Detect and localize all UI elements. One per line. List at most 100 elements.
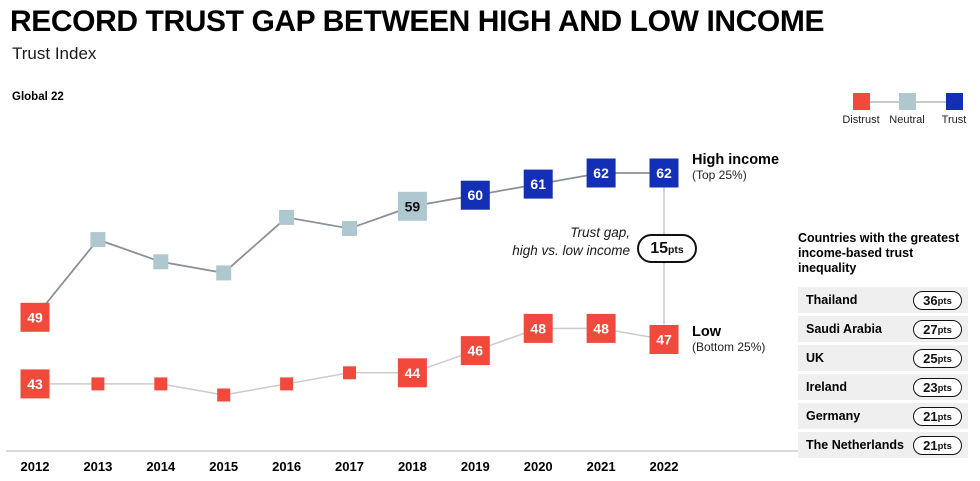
data-point-value: 47	[656, 332, 672, 348]
data-point-value: 46	[468, 343, 484, 359]
trust-gap-annotation: Trust gap, high vs. low income	[480, 224, 630, 260]
data-point-marker	[90, 232, 106, 248]
legend-label: Trust	[941, 114, 967, 126]
country-name: Germany	[806, 409, 861, 423]
data-point-value: 43	[27, 376, 43, 392]
x-axis-label: 2015	[209, 459, 238, 474]
data-point-marker	[342, 221, 357, 236]
series-line-low	[35, 327, 665, 396]
data-point-marker	[343, 366, 356, 380]
data-point-marker	[523, 313, 553, 343]
data-point-value: 59	[405, 198, 421, 214]
points-value: 25	[923, 350, 938, 366]
data-point-marker	[216, 265, 232, 281]
trust-gap-annotation-line1: Trust gap,	[570, 225, 630, 240]
data-point-marker	[217, 388, 231, 402]
trust-gap-value-badge: 15 pts	[637, 234, 697, 263]
table-row: Ireland 23 pts	[798, 374, 968, 400]
data-point-value: 60	[468, 187, 484, 203]
panel-title: Countries with the greatest income-based…	[798, 231, 968, 276]
data-point-value: 49	[27, 309, 43, 325]
points-badge: 23 pts	[913, 377, 962, 397]
points-unit: pts	[937, 411, 952, 423]
trust-gap-unit: pts	[668, 244, 684, 256]
points-unit: pts	[937, 324, 952, 336]
x-axis-label: 2022	[650, 459, 679, 474]
legend: Distrust Neutral Trust	[842, 88, 970, 128]
table-row: Saudi Arabia 27 pts	[798, 316, 968, 342]
points-value: 23	[923, 379, 938, 395]
x-axis-label: 2013	[83, 459, 112, 474]
points-unit: pts	[937, 382, 952, 394]
country-name: Saudi Arabia	[806, 322, 882, 336]
x-axis-label: 2012	[21, 459, 50, 474]
x-axis-label: 2021	[587, 459, 616, 474]
points-badge: 36 pts	[913, 290, 962, 310]
data-point-marker	[280, 377, 294, 391]
x-axis-label: 2019	[461, 459, 490, 474]
data-point-marker	[397, 358, 427, 388]
inequality-ranking-panel: Countries with the greatest income-based…	[798, 231, 968, 461]
points-badge: 21 pts	[913, 406, 962, 426]
panel-title-line2: income-based trust inequality	[798, 246, 914, 275]
data-point-value: 48	[593, 320, 609, 336]
country-name: Ireland	[806, 380, 847, 394]
chart-scope-label: Global 22	[12, 91, 64, 103]
points-value: 21	[923, 437, 938, 453]
data-point-marker	[153, 254, 169, 270]
series-sublabel: (Bottom 25%)	[692, 340, 766, 354]
country-name: Thailand	[806, 293, 858, 307]
table-row: Thailand 36 pts	[798, 287, 968, 313]
data-point-marker	[154, 377, 168, 391]
x-axis-label: 2018	[398, 459, 427, 474]
points-value: 27	[923, 321, 938, 337]
data-point-value: 61	[530, 176, 546, 192]
distrust-swatch-icon	[852, 93, 870, 110]
points-value: 21	[923, 408, 938, 424]
data-point-marker	[586, 158, 616, 188]
low-income-series-label: Low (Bottom 25%)	[692, 324, 765, 354]
points-value: 36	[923, 292, 938, 308]
table-row: The Netherlands 21 pts	[798, 432, 968, 458]
high-income-series-label: High income (Top 25%)	[692, 152, 779, 182]
table-row: Germany 21 pts	[798, 403, 968, 429]
x-axis-label: 2017	[335, 459, 364, 474]
trust-gap-value: 15	[650, 239, 669, 257]
data-point-value: 48	[530, 320, 546, 336]
legend-label: Distrust	[842, 114, 880, 126]
table-row: UK 25 pts	[798, 345, 968, 371]
country-name: UK	[806, 351, 825, 365]
series-name: High income	[692, 152, 780, 168]
data-point-value: 44	[405, 365, 421, 381]
page-title: RECORD TRUST GAP BETWEEN HIGH AND LOW IN…	[10, 5, 825, 38]
legend-label: Neutral	[889, 114, 925, 126]
points-unit: pts	[937, 353, 952, 365]
series-sublabel: (Top 25%)	[692, 168, 747, 182]
panel-title-line1: Countries with the greatest	[798, 231, 960, 245]
data-point-marker	[586, 313, 616, 343]
points-badge: 25 pts	[913, 348, 962, 368]
trust-swatch-icon	[945, 93, 963, 110]
series-name: Low	[692, 324, 721, 340]
country-list: Thailand 36 pts Saudi Arabia 27 pts UK 25 pts Ire…	[798, 287, 968, 458]
data-point-marker	[523, 169, 553, 199]
data-point-value: 62	[593, 165, 609, 181]
trust-gap-annotation-line2: high vs. low income	[512, 243, 630, 258]
neutral-swatch-icon	[898, 93, 916, 110]
data-point-marker	[649, 158, 679, 188]
data-point-marker	[460, 336, 490, 366]
x-axis-label: 2020	[524, 459, 553, 474]
data-point-marker	[460, 180, 490, 210]
data-point-marker	[20, 369, 50, 399]
data-point-value: 62	[656, 165, 672, 181]
data-point-marker	[397, 191, 427, 221]
points-badge: 27 pts	[913, 319, 962, 339]
data-point-marker	[91, 377, 105, 391]
page-subtitle: Trust Index	[12, 44, 97, 63]
data-point-marker	[279, 209, 295, 225]
x-axis-label: 2014	[146, 459, 176, 474]
points-unit: pts	[937, 295, 952, 307]
points-unit: pts	[937, 440, 952, 452]
data-point-marker	[20, 302, 50, 332]
